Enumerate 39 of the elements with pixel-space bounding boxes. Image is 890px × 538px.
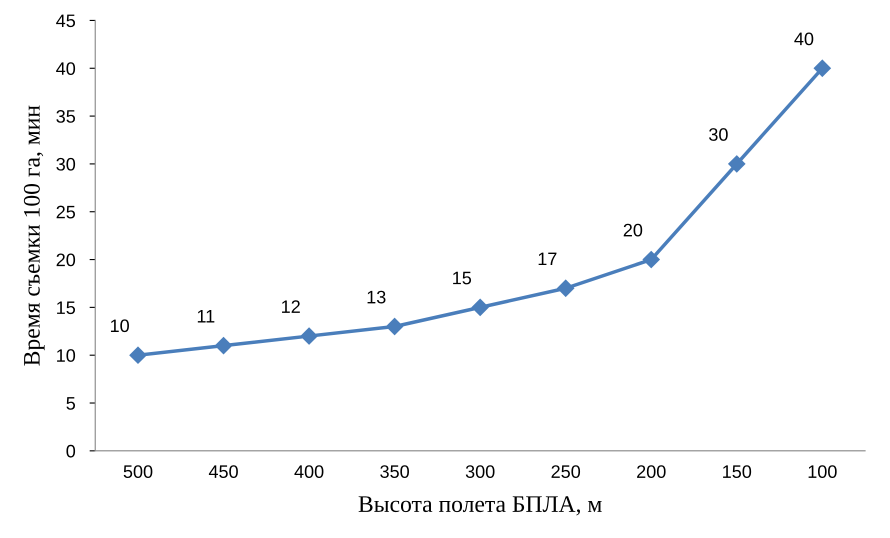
y-tick-label: 10	[57, 349, 76, 362]
point	[214, 337, 232, 354]
x-tick-label: 450	[208, 465, 238, 478]
y-tick-label: 0	[66, 444, 76, 458]
y-axis-title: Время съемки 100 га, мин	[24, 106, 45, 366]
y-tick-label: 35	[56, 110, 76, 123]
point	[386, 318, 404, 336]
point	[728, 155, 746, 172]
y-tick-label: 45	[56, 14, 76, 28]
x-tick-label: 250	[552, 465, 580, 478]
y-tick-label: 20	[56, 253, 76, 266]
x-axis-title: Высота полета БПЛА, м	[358, 496, 602, 516]
point	[300, 328, 318, 345]
y-tick-label: 30	[56, 158, 76, 171]
data-label: 13	[368, 290, 386, 304]
data-label: 15	[453, 272, 472, 284]
data-label: 10	[110, 319, 129, 332]
x-tick-label: 100	[808, 465, 837, 478]
y-tick-label: 25	[56, 206, 76, 218]
y-tick-label: 5	[66, 397, 76, 410]
x-tick-label: 200	[637, 465, 666, 478]
point	[642, 251, 660, 268]
point	[472, 298, 489, 316]
x-tick-label: 500	[124, 465, 152, 478]
data-label: 17	[538, 252, 556, 266]
x-tick-label: 350	[380, 465, 409, 478]
point	[814, 60, 831, 77]
point	[129, 346, 147, 364]
y-tick-label: 40	[56, 62, 76, 75]
data-label: 12	[282, 300, 300, 313]
x-tick-label: 300	[466, 465, 495, 478]
data-label: 30	[709, 128, 728, 141]
data-label: 20	[624, 224, 642, 237]
x-tick-label: 150	[723, 465, 752, 478]
point	[557, 280, 574, 297]
x-tick-label: 400	[294, 465, 324, 478]
y-tick-label: 15	[57, 302, 76, 314]
data-label: 40	[794, 32, 814, 46]
data-label: 11	[198, 310, 214, 322]
